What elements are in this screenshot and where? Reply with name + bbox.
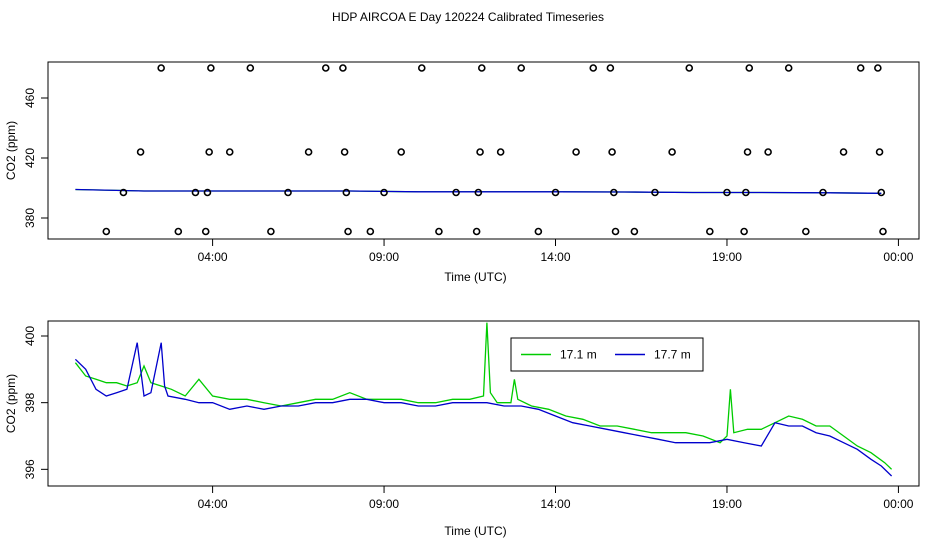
data-point	[517, 64, 526, 72]
data-point	[723, 188, 731, 197]
data-point	[340, 148, 349, 156]
data-point	[472, 227, 481, 236]
data-point	[267, 227, 275, 236]
data-point	[668, 148, 676, 156]
data-point	[246, 64, 255, 72]
data-point	[304, 148, 313, 156]
data-point	[685, 64, 694, 72]
data-point	[102, 227, 111, 236]
data-point	[435, 227, 443, 236]
data-point	[321, 64, 330, 72]
data-point	[203, 188, 212, 197]
data-point	[572, 148, 580, 156]
series-line-blue	[75, 188, 882, 194]
y-tick-label: 460	[23, 88, 37, 108]
series-line-green	[74, 322, 893, 470]
data-point	[496, 148, 505, 156]
data-point	[452, 188, 460, 197]
data-point	[191, 188, 200, 197]
data-point	[119, 188, 128, 197]
data-point	[784, 64, 793, 72]
data-point	[764, 148, 772, 156]
data-point	[477, 64, 486, 72]
data-point	[875, 148, 884, 156]
y-tick-label: 420	[23, 148, 37, 168]
data-point	[630, 227, 639, 236]
data-point	[743, 148, 752, 156]
y-tick-label: 396	[23, 459, 37, 479]
data-point	[856, 64, 865, 72]
data-point	[877, 188, 886, 197]
y-axis-title: CO2 (ppm)	[4, 374, 18, 433]
data-point	[397, 148, 406, 156]
main-title: HDP AIRCOA E Day 120224 Calibrated Times…	[332, 10, 604, 24]
data-point	[157, 64, 165, 72]
x-axis-title: Time (UTC)	[444, 270, 506, 284]
data-point	[610, 188, 618, 197]
y-axis-title: CO2 (ppm)	[4, 121, 18, 180]
data-point	[342, 188, 351, 197]
x-tick-label: 09:00	[369, 250, 399, 264]
x-tick-label: 04:00	[198, 250, 228, 264]
x-tick-label: 14:00	[540, 250, 570, 264]
data-point	[740, 227, 748, 236]
x-tick-label: 14:00	[540, 497, 570, 511]
data-point	[474, 188, 483, 197]
data-point	[745, 64, 754, 72]
panel-bottom: 04:00 09:00 14:00 19:00 00:00 396 398 400 Time (…	[4, 320, 920, 538]
data-point	[839, 148, 848, 156]
data-point	[606, 64, 615, 72]
data-point	[706, 227, 714, 236]
series-line-blue	[74, 342, 893, 477]
y-tick-label: 380	[23, 208, 37, 228]
data-point	[651, 188, 659, 197]
panel-top: 04:00 09:00 14:00 19:00 00:00 380 420 460 Time (…	[4, 61, 920, 284]
x-axis-title: Time (UTC)	[444, 524, 506, 538]
data-point	[819, 188, 827, 197]
data-point	[339, 64, 347, 72]
data-point	[874, 64, 882, 72]
data-point	[205, 148, 213, 156]
plot-frame	[47, 61, 920, 240]
x-tick-label: 19:00	[712, 250, 742, 264]
data-point	[742, 188, 750, 197]
legend: 17.1 m 17.7 m	[510, 337, 704, 372]
data-point	[611, 227, 620, 236]
data-point	[207, 64, 215, 72]
x-tick-label: 04:00	[198, 497, 228, 511]
data-point	[802, 227, 810, 236]
data-point	[136, 148, 145, 156]
x-tick-label: 00:00	[883, 497, 913, 511]
data-point	[879, 227, 887, 236]
data-point	[589, 64, 598, 72]
x-tick-label: 00:00	[883, 250, 913, 264]
data-point	[380, 188, 388, 197]
y-tick-label: 398	[23, 392, 37, 412]
data-point	[284, 188, 292, 197]
legend-label: 17.1 m	[560, 348, 597, 362]
x-tick-label: 19:00	[712, 497, 742, 511]
plot-frame	[47, 320, 920, 487]
data-point	[534, 227, 543, 236]
data-point	[225, 148, 234, 156]
legend-label: 17.7 m	[654, 348, 691, 362]
data-point	[551, 188, 560, 197]
y-tick-label: 400	[23, 326, 37, 346]
data-point	[366, 227, 375, 236]
x-tick-label: 09:00	[369, 497, 399, 511]
data-point	[417, 64, 426, 72]
data-point	[201, 227, 210, 236]
data-point	[174, 227, 183, 236]
data-point	[476, 148, 484, 156]
data-point	[608, 148, 616, 156]
data-point	[344, 227, 352, 236]
